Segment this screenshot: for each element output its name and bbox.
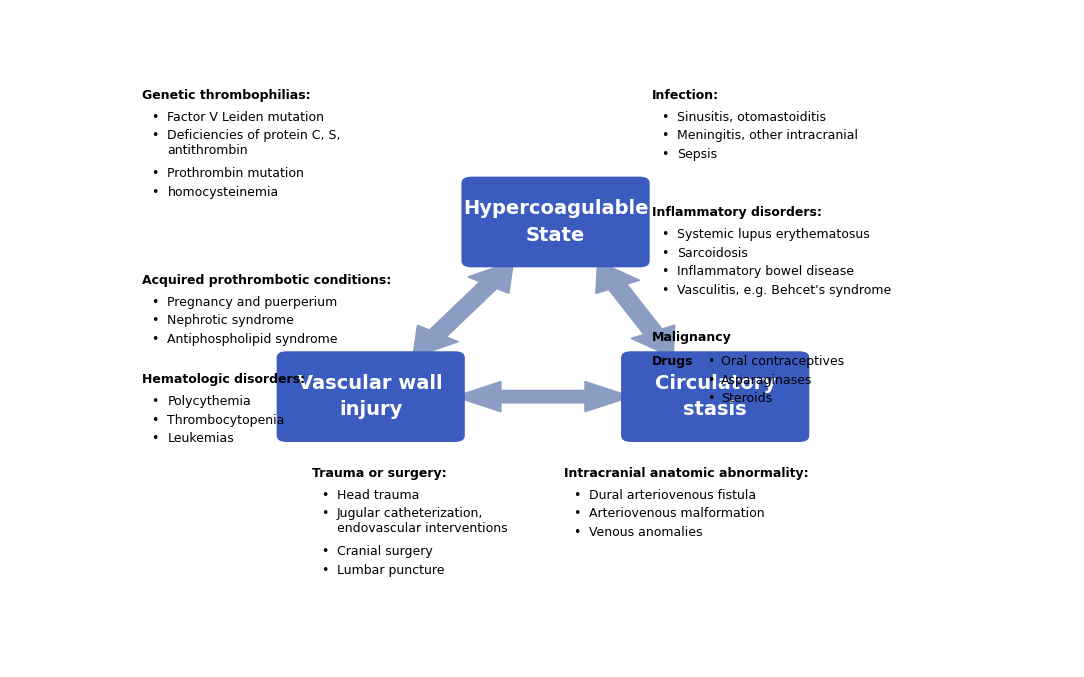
- Text: Oral contraceptives: Oral contraceptives: [721, 355, 844, 368]
- Text: Circulatory
stasis: Circulatory stasis: [655, 374, 776, 419]
- Text: •: •: [321, 489, 328, 502]
- Text: •: •: [151, 110, 158, 124]
- Text: Jugular catheterization,
endovascular interventions: Jugular catheterization, endovascular in…: [337, 507, 507, 536]
- Text: Nephrotic syndrome: Nephrotic syndrome: [167, 314, 294, 328]
- Text: •: •: [151, 129, 158, 142]
- Text: •: •: [151, 433, 158, 445]
- Text: Inflammatory disorders:: Inflammatory disorders:: [653, 206, 822, 219]
- Polygon shape: [596, 261, 675, 357]
- Text: •: •: [151, 314, 158, 328]
- Text: Polycythemia: Polycythemia: [167, 395, 251, 408]
- Text: Vasculitis, e.g. Behcet's syndrome: Vasculitis, e.g. Behcet's syndrome: [678, 284, 892, 297]
- Text: •: •: [151, 167, 158, 180]
- Text: •: •: [661, 228, 669, 241]
- Text: Sinusitis, otomastoiditis: Sinusitis, otomastoiditis: [678, 110, 826, 124]
- FancyBboxPatch shape: [621, 351, 810, 442]
- Text: Sarcoidosis: Sarcoidosis: [678, 246, 748, 260]
- Text: Antiphospholipid syndrome: Antiphospholipid syndrome: [167, 333, 338, 346]
- Text: •: •: [661, 148, 669, 161]
- Text: •: •: [572, 526, 580, 539]
- Text: •: •: [151, 333, 158, 346]
- Text: •: •: [151, 414, 158, 427]
- Text: Hypercoagulable
State: Hypercoagulable State: [463, 199, 648, 245]
- Text: •: •: [321, 545, 328, 558]
- Text: Systemic lupus erythematosus: Systemic lupus erythematosus: [678, 228, 870, 241]
- Text: •: •: [321, 507, 328, 521]
- Text: Leukemias: Leukemias: [167, 433, 234, 445]
- Polygon shape: [413, 261, 514, 357]
- Text: •: •: [572, 507, 580, 521]
- Text: •: •: [661, 284, 669, 297]
- Text: Steroids: Steroids: [721, 393, 772, 406]
- Text: •: •: [151, 395, 158, 408]
- Text: Sepsis: Sepsis: [678, 148, 718, 161]
- Text: •: •: [151, 296, 158, 309]
- Text: •: •: [151, 185, 158, 199]
- Text: Thrombocytopenia: Thrombocytopenia: [167, 414, 285, 427]
- Text: •: •: [661, 110, 669, 124]
- Text: •: •: [707, 393, 714, 406]
- Text: •: •: [661, 265, 669, 278]
- Text: •: •: [707, 355, 714, 368]
- Text: Dural arteriovenous fistula: Dural arteriovenous fistula: [590, 489, 757, 502]
- Text: Trauma or surgery:: Trauma or surgery:: [312, 467, 447, 480]
- Text: •: •: [572, 489, 580, 502]
- Text: Factor V Leiden mutation: Factor V Leiden mutation: [167, 110, 324, 124]
- Text: Head trauma: Head trauma: [337, 489, 420, 502]
- Text: •: •: [661, 246, 669, 260]
- Text: Acquired prothrombotic conditions:: Acquired prothrombotic conditions:: [142, 274, 391, 287]
- Text: Prothrombin mutation: Prothrombin mutation: [167, 167, 305, 180]
- Text: Lumbar puncture: Lumbar puncture: [337, 564, 444, 577]
- Text: Infection:: Infection:: [653, 89, 720, 102]
- Text: Pregnancy and puerperium: Pregnancy and puerperium: [167, 296, 338, 309]
- FancyBboxPatch shape: [276, 351, 465, 442]
- Polygon shape: [455, 382, 631, 412]
- Text: Drugs: Drugs: [653, 355, 694, 368]
- Text: Venous anomalies: Venous anomalies: [590, 526, 702, 539]
- Text: homocysteinemia: homocysteinemia: [167, 185, 279, 199]
- Text: Asparaginases: Asparaginases: [721, 374, 812, 387]
- Text: Malignancy: Malignancy: [653, 332, 732, 345]
- Text: •: •: [321, 564, 328, 577]
- Text: Meningitis, other intracranial: Meningitis, other intracranial: [678, 129, 859, 142]
- Text: •: •: [707, 374, 714, 387]
- FancyBboxPatch shape: [462, 177, 649, 267]
- Text: Arteriovenous malformation: Arteriovenous malformation: [590, 507, 765, 521]
- Text: Cranial surgery: Cranial surgery: [337, 545, 433, 558]
- Text: Vascular wall
injury: Vascular wall injury: [298, 374, 443, 419]
- Text: Hematologic disorders:: Hematologic disorders:: [142, 373, 306, 386]
- Text: Intracranial anatomic abnormality:: Intracranial anatomic abnormality:: [564, 467, 809, 480]
- Text: Inflammatory bowel disease: Inflammatory bowel disease: [678, 265, 854, 278]
- Text: •: •: [661, 129, 669, 142]
- Text: Deficiencies of protein C, S,
antithrombin: Deficiencies of protein C, S, antithromb…: [167, 129, 341, 158]
- Text: Genetic thrombophilias:: Genetic thrombophilias:: [142, 89, 311, 102]
